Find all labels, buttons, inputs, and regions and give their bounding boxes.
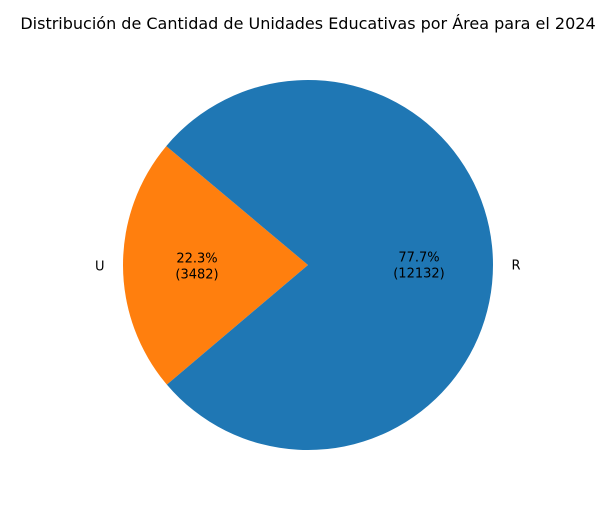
pie-slice-u <box>123 146 309 385</box>
pie-labels: U 22.3%(3482) R 77.7%(12132) <box>95 251 521 283</box>
slice-count-u: (3482) <box>175 267 218 282</box>
pie-slices <box>123 79 493 451</box>
slice-label-r: R <box>511 258 520 273</box>
pie-slice-r <box>166 79 493 451</box>
slice-percent-u: 22.3% <box>176 251 217 266</box>
slice-count-r: (12132) <box>393 267 445 282</box>
slice-label-u: U <box>95 260 105 275</box>
slice-percent-r: 77.7% <box>398 251 439 266</box>
chart-title: Distribución de Cantidad de Unidades Edu… <box>20 14 595 33</box>
